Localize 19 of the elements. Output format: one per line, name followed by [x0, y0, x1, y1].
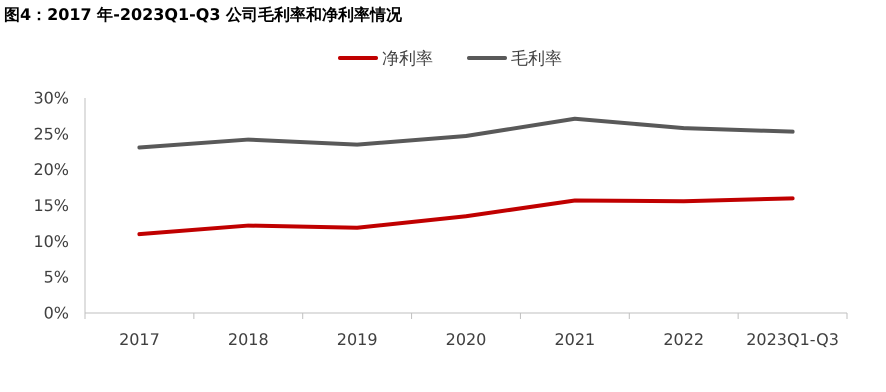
- y-tick-label: 5%: [44, 268, 69, 287]
- y-tick-label: 10%: [33, 232, 69, 251]
- x-tick-label: 2018: [228, 330, 269, 349]
- x-tick-label: 2019: [336, 330, 378, 349]
- line-series: [137, 196, 795, 236]
- line-series: [137, 116, 795, 150]
- x-tick-label: 2022: [663, 330, 704, 349]
- x-tick-label: 2021: [554, 330, 596, 349]
- x-tick-label: 2017: [119, 330, 160, 349]
- y-tick-label: 30%: [33, 88, 69, 108]
- y-tick-label: 20%: [33, 160, 69, 180]
- x-tick-label: 2023Q1-Q3: [746, 330, 839, 349]
- chart-title: 图4：2017 年-2023Q1-Q3 公司毛利率和净利率情况: [4, 5, 404, 24]
- x-tick-label: 2020: [446, 330, 486, 349]
- y-tick-label: 15%: [33, 196, 69, 215]
- legend-label: 毛利率: [511, 49, 562, 69]
- y-tick-label: 25%: [33, 124, 69, 144]
- y-tick-label: 0%: [44, 304, 69, 322]
- legend-label: 净利率: [382, 49, 433, 69]
